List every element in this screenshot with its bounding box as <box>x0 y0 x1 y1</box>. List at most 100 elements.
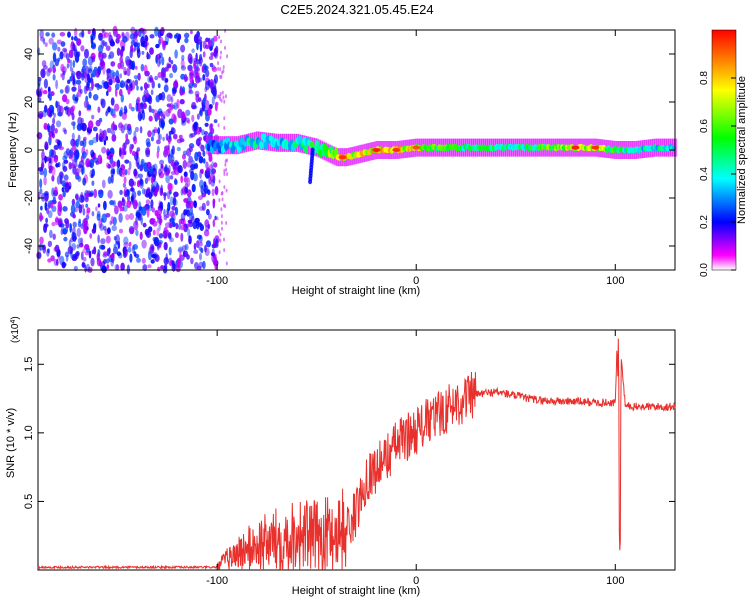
noise-speckle <box>174 34 178 39</box>
noise-speckle <box>223 172 226 177</box>
noise-speckle <box>222 95 225 100</box>
noise-speckle <box>143 82 148 90</box>
noise-speckle <box>74 154 78 163</box>
noise-speckle <box>168 56 171 63</box>
noise-speckle <box>91 114 95 120</box>
noise-speckle <box>48 165 54 171</box>
noise-speckle <box>216 241 219 246</box>
noise-speckle <box>219 55 222 60</box>
noise-speckle <box>92 157 99 163</box>
noise-speckle <box>181 120 187 126</box>
noise-speckle <box>172 64 176 71</box>
noise-speckle <box>80 45 85 52</box>
noise-speckle <box>87 78 91 84</box>
noise-speckle <box>39 29 44 39</box>
noise-speckle <box>118 228 124 234</box>
noise-speckle <box>114 264 120 271</box>
noise-speckle <box>112 114 117 118</box>
noise-speckle <box>146 161 152 169</box>
noise-speckle <box>202 260 206 270</box>
noise-speckle <box>218 179 221 184</box>
noise-speckle <box>140 158 145 168</box>
snr-panel: -100 0 100 0.5 1.0 1.5 Height of straight li… <box>5 316 676 597</box>
noise-speckle <box>183 73 188 83</box>
noise-speckle <box>129 33 136 40</box>
noise-speckle <box>213 162 218 168</box>
noise-speckle <box>112 160 116 168</box>
noise-speckle <box>73 36 78 41</box>
noise-speckle <box>112 71 117 77</box>
noise-speckle <box>95 132 99 143</box>
noise-speckle <box>62 47 68 53</box>
noise-speckle <box>114 205 119 215</box>
noise-speckle <box>223 116 226 121</box>
noise-speckle <box>97 106 101 113</box>
noise-speckle <box>49 229 53 239</box>
noise-speckle <box>51 221 56 227</box>
noise-speckle <box>87 83 90 89</box>
noise-speckle <box>59 51 64 60</box>
noise-speckle <box>171 205 176 211</box>
noise-speckle <box>44 201 47 211</box>
noise-speckle <box>136 85 139 91</box>
noise-speckle <box>93 246 97 255</box>
noise-speckle <box>207 39 213 47</box>
noise-speckle <box>138 201 142 210</box>
noise-speckle <box>169 72 174 79</box>
noise-speckle <box>183 177 188 183</box>
noise-speckle <box>73 47 77 58</box>
noise-speckle <box>57 201 62 211</box>
noise-speckle <box>205 69 210 78</box>
noise-speckle <box>220 207 223 212</box>
noise-speckle <box>158 55 162 65</box>
noise-speckle <box>190 257 194 265</box>
noise-speckle <box>113 246 118 255</box>
noise-speckle <box>109 200 115 206</box>
noise-speckle <box>82 256 87 262</box>
noise-speckle <box>40 205 43 211</box>
noise-speckle <box>126 59 130 67</box>
colorbar-bar <box>711 29 737 271</box>
noise-speckle <box>82 208 86 216</box>
noise-speckle <box>168 233 172 240</box>
noise-speckle <box>213 35 218 42</box>
colorbar-ticks: 0.0 0.2 0.4 0.6 0.8 <box>699 71 736 277</box>
noise-speckle <box>69 223 72 233</box>
spectrogram-y-tick-label: -20 <box>23 190 35 206</box>
noise-speckle <box>166 190 171 200</box>
noise-speckle <box>194 163 199 169</box>
noise-speckle <box>157 83 161 89</box>
noise-speckle <box>126 67 131 77</box>
spectrogram-y-tick-label: 20 <box>23 96 35 108</box>
noise-speckle <box>60 63 65 72</box>
noise-speckle <box>187 119 191 124</box>
noise-speckle <box>97 203 101 208</box>
noise-speckle <box>142 222 147 228</box>
noise-speckle <box>69 148 74 158</box>
noise-speckle <box>76 38 82 46</box>
noise-speckle <box>175 222 179 230</box>
noise-speckle <box>194 217 200 223</box>
noise-speckle <box>127 127 132 135</box>
noise-speckle <box>48 132 53 141</box>
noise-speckle <box>150 183 154 193</box>
ridge-cell <box>302 137 307 146</box>
noise-speckle <box>71 198 76 206</box>
noise-speckle <box>206 208 210 216</box>
noise-speckle <box>154 75 159 81</box>
noise-speckle <box>87 104 92 110</box>
noise-speckle <box>133 135 138 145</box>
noise-speckle <box>71 105 76 111</box>
noise-speckle <box>148 191 153 200</box>
noise-speckle <box>84 251 89 256</box>
noise-speckle <box>109 51 115 59</box>
noise-speckle <box>124 248 128 254</box>
noise-speckle <box>173 102 178 110</box>
noise-speckle <box>101 213 107 223</box>
noise-speckle <box>203 184 209 195</box>
noise-speckle <box>171 145 175 155</box>
noise-speckle <box>196 126 201 135</box>
noise-speckle <box>152 229 156 236</box>
noise-speckle <box>88 120 94 130</box>
